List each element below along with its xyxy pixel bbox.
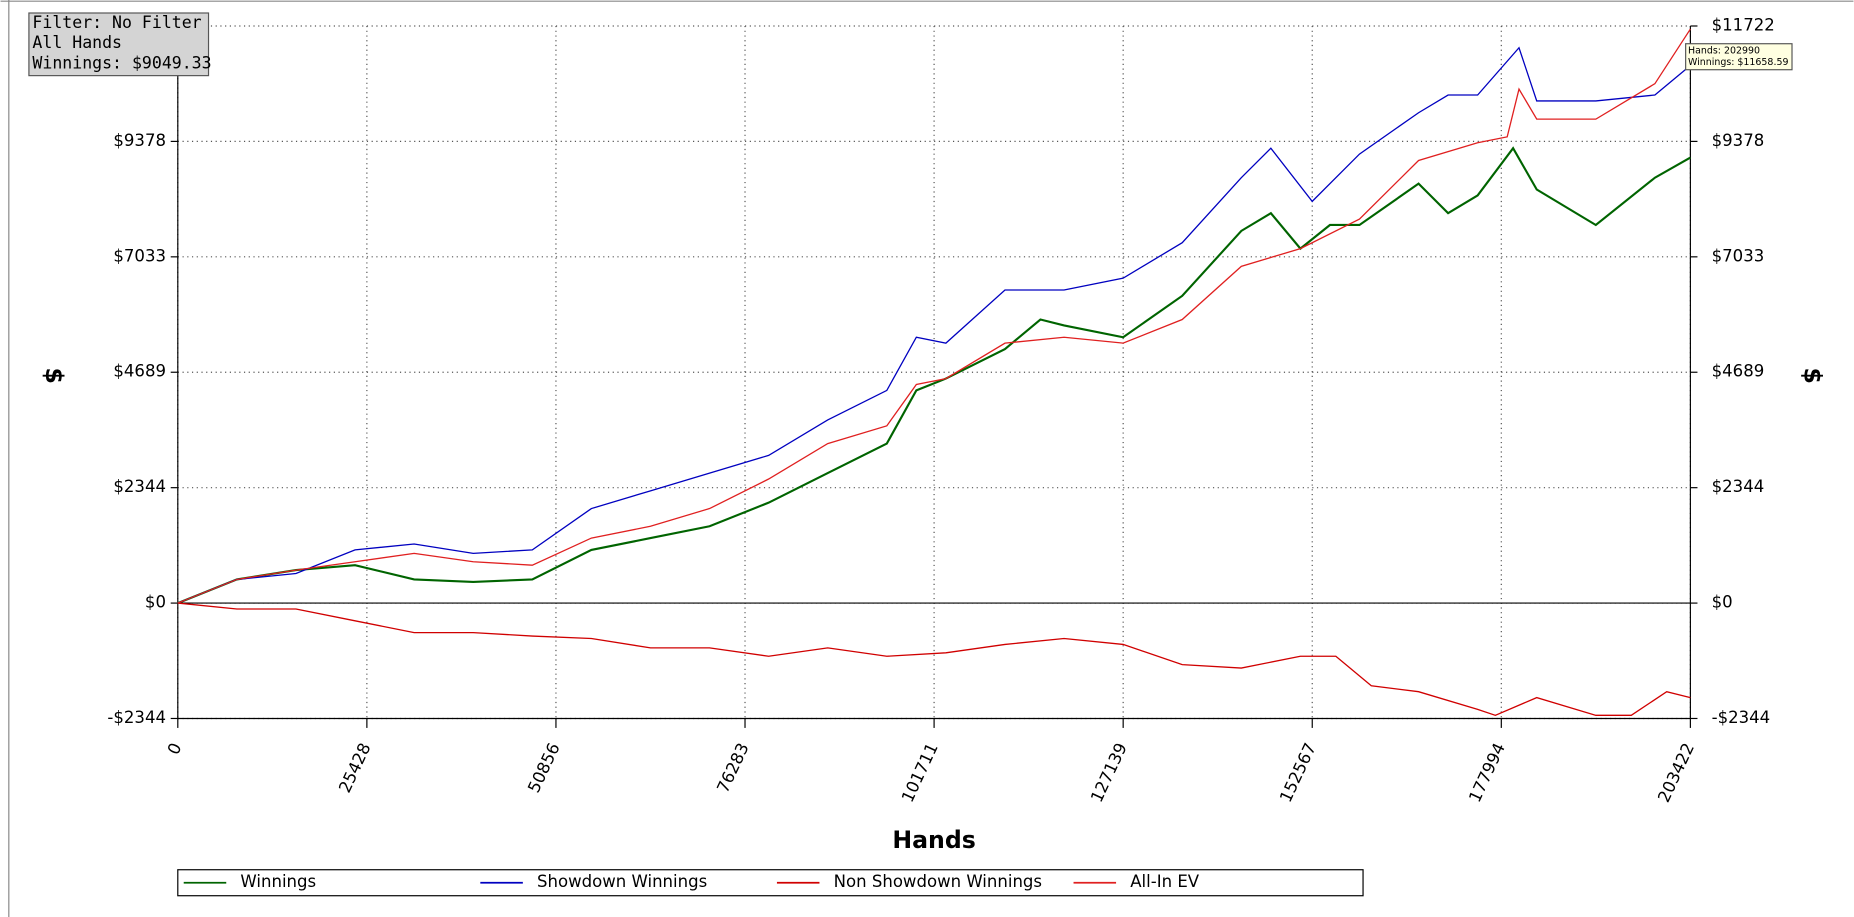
- y2-tick-label: -$2344: [1712, 708, 1771, 727]
- legend-label: Winnings: [240, 872, 316, 891]
- y2-axis-label: $: [1798, 368, 1826, 384]
- y-axis-label: $: [40, 368, 68, 384]
- y-tick-label: -$2344: [107, 708, 166, 727]
- y-tick-label: $4689: [113, 362, 166, 381]
- series-line: [177, 28, 1691, 604]
- legend-label: All-In EV: [1130, 872, 1200, 891]
- y2-tick-label: $0: [1712, 593, 1733, 612]
- series-line: [177, 602, 1691, 717]
- y2-tick-label: $11722: [1712, 15, 1775, 34]
- y-tick-label: $2344: [113, 477, 166, 496]
- y2-tick-label: $2344: [1712, 477, 1765, 496]
- tooltip-text: Hands: 202990: [1688, 45, 1760, 56]
- tooltip: [1685, 43, 1793, 71]
- legend: [177, 869, 1364, 897]
- y-tick-label: $9378: [113, 131, 166, 150]
- info-box: [28, 12, 210, 77]
- tooltip-text: Winnings: $11658.59: [1688, 57, 1788, 68]
- y2-tick-label: $9378: [1712, 131, 1765, 150]
- y-tick-label: $0: [145, 593, 166, 612]
- y-tick-label: $7033: [113, 246, 166, 265]
- x-axis-label: Hands: [892, 826, 976, 854]
- series-line: [177, 146, 1691, 605]
- info-text: Filter: No Filter: [32, 13, 201, 32]
- legend-label: Non Showdown Winnings: [834, 872, 1042, 891]
- series-line: [177, 46, 1691, 604]
- legend-label: Showdown Winnings: [537, 872, 707, 891]
- y2-tick-label: $4689: [1712, 362, 1765, 381]
- info-text: All Hands: [32, 33, 122, 52]
- y2-tick-label: $7033: [1712, 246, 1765, 265]
- info-text: Winnings: $9049.33: [32, 53, 211, 72]
- legend-items: Winnings Showdown Winnings Non Showdown Wi…: [183, 872, 1200, 891]
